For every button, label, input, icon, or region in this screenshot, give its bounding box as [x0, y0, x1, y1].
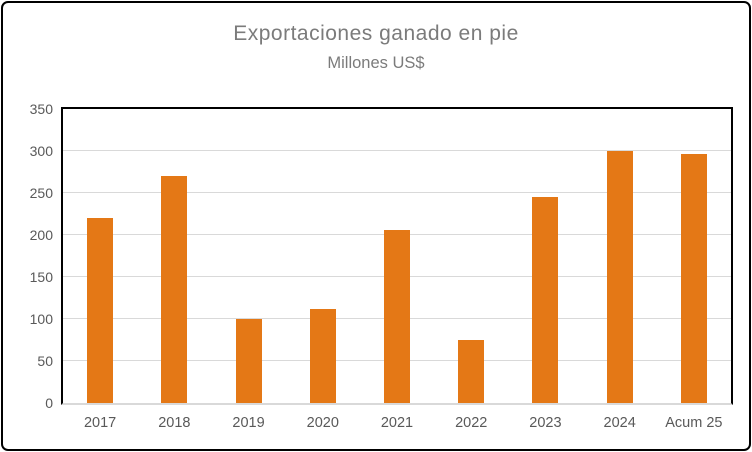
y-tick-label-350: 350 — [29, 101, 53, 117]
x-category-label-2022: 2022 — [455, 415, 488, 431]
bar-2020 — [309, 308, 336, 403]
y-tick-label-100: 100 — [29, 311, 53, 327]
x-category-label-2021: 2021 — [380, 415, 414, 431]
bar-2017 — [87, 218, 114, 403]
bar-2022 — [458, 340, 485, 403]
x-category-label-2023: 2023 — [529, 415, 562, 431]
y-tick-label-0: 0 — [45, 395, 53, 411]
x-category-label-2019: 2019 — [232, 415, 265, 431]
bar-2024 — [606, 151, 633, 403]
bar-2023 — [532, 197, 559, 403]
bar-2021 — [384, 229, 410, 403]
y-tick-label-300: 300 — [29, 143, 53, 159]
x-category-label-2017: 2017 — [83, 415, 117, 431]
bar-acum-25 — [680, 153, 707, 403]
gridline-300 — [63, 150, 731, 151]
y-tick-label-150: 150 — [29, 269, 53, 285]
bar-2019 — [235, 319, 262, 403]
chart-title: Exportaciones ganado en pie — [233, 22, 519, 45]
plot-area — [61, 107, 733, 405]
y-tick-label-50: 50 — [37, 353, 53, 369]
x-category-label-acum-25: Acum 25 — [665, 415, 723, 431]
gridline-250 — [63, 192, 731, 193]
y-tick-label-200: 200 — [29, 227, 53, 243]
x-category-label-2024: 2024 — [603, 415, 636, 431]
x-category-label-2018: 2018 — [158, 415, 191, 431]
bar-2018 — [161, 176, 188, 403]
x-category-label-2020: 2020 — [306, 415, 339, 431]
y-tick-label-250: 250 — [29, 185, 53, 201]
chart-subtitle: Millones US$ — [327, 54, 425, 72]
